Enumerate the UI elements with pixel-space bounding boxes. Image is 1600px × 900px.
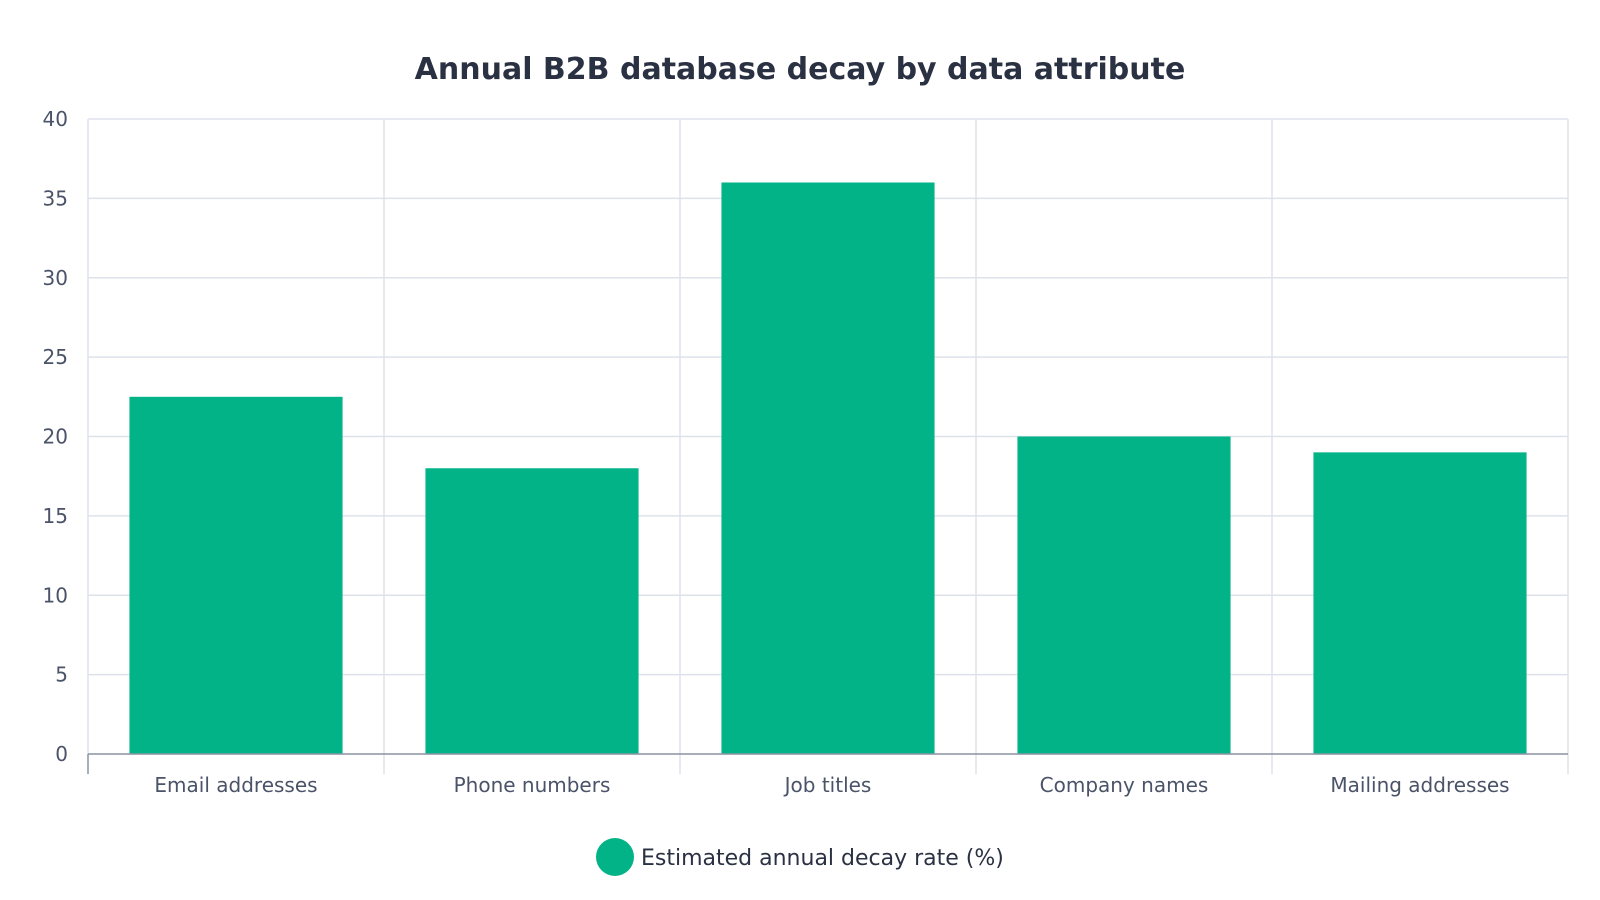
axes (87, 753, 1569, 774)
y-tick-label: 35 (43, 186, 68, 210)
legend-swatch (596, 838, 634, 876)
bar[interactable] (129, 396, 343, 754)
bar[interactable] (425, 468, 639, 754)
y-tick-label: 40 (43, 107, 68, 131)
y-tick-label: 10 (43, 583, 68, 607)
x-tick-label: Phone numbers (454, 773, 611, 797)
x-tick-label: Company names (1040, 773, 1209, 797)
x-tick-label: Job titles (783, 773, 872, 797)
y-axis-ticks: 0 5 10 15 20 25 30 35 40 (43, 107, 68, 766)
y-tick-label: 25 (43, 345, 68, 369)
y-tick-label: 0 (55, 742, 68, 766)
bar[interactable] (721, 182, 935, 755)
y-tick-label: 20 (43, 425, 68, 449)
bar[interactable] (1017, 436, 1231, 755)
legend[interactable]: Estimated annual decay rate (%) (596, 838, 1004, 876)
x-axis-ticks: Email addresses Phone numbers Job titles Co… (154, 773, 1509, 797)
bars (129, 182, 1527, 755)
chart-title: Annual B2B database decay by data attrib… (415, 52, 1186, 87)
y-tick-label: 30 (43, 266, 68, 290)
x-tick-label: Mailing addresses (1330, 773, 1509, 797)
y-tick-label: 15 (43, 504, 68, 528)
y-tick-label: 5 (55, 663, 68, 687)
bar[interactable] (1313, 452, 1527, 754)
x-tick-label: Email addresses (154, 773, 317, 797)
legend-label: Estimated annual decay rate (%) (641, 846, 1004, 871)
